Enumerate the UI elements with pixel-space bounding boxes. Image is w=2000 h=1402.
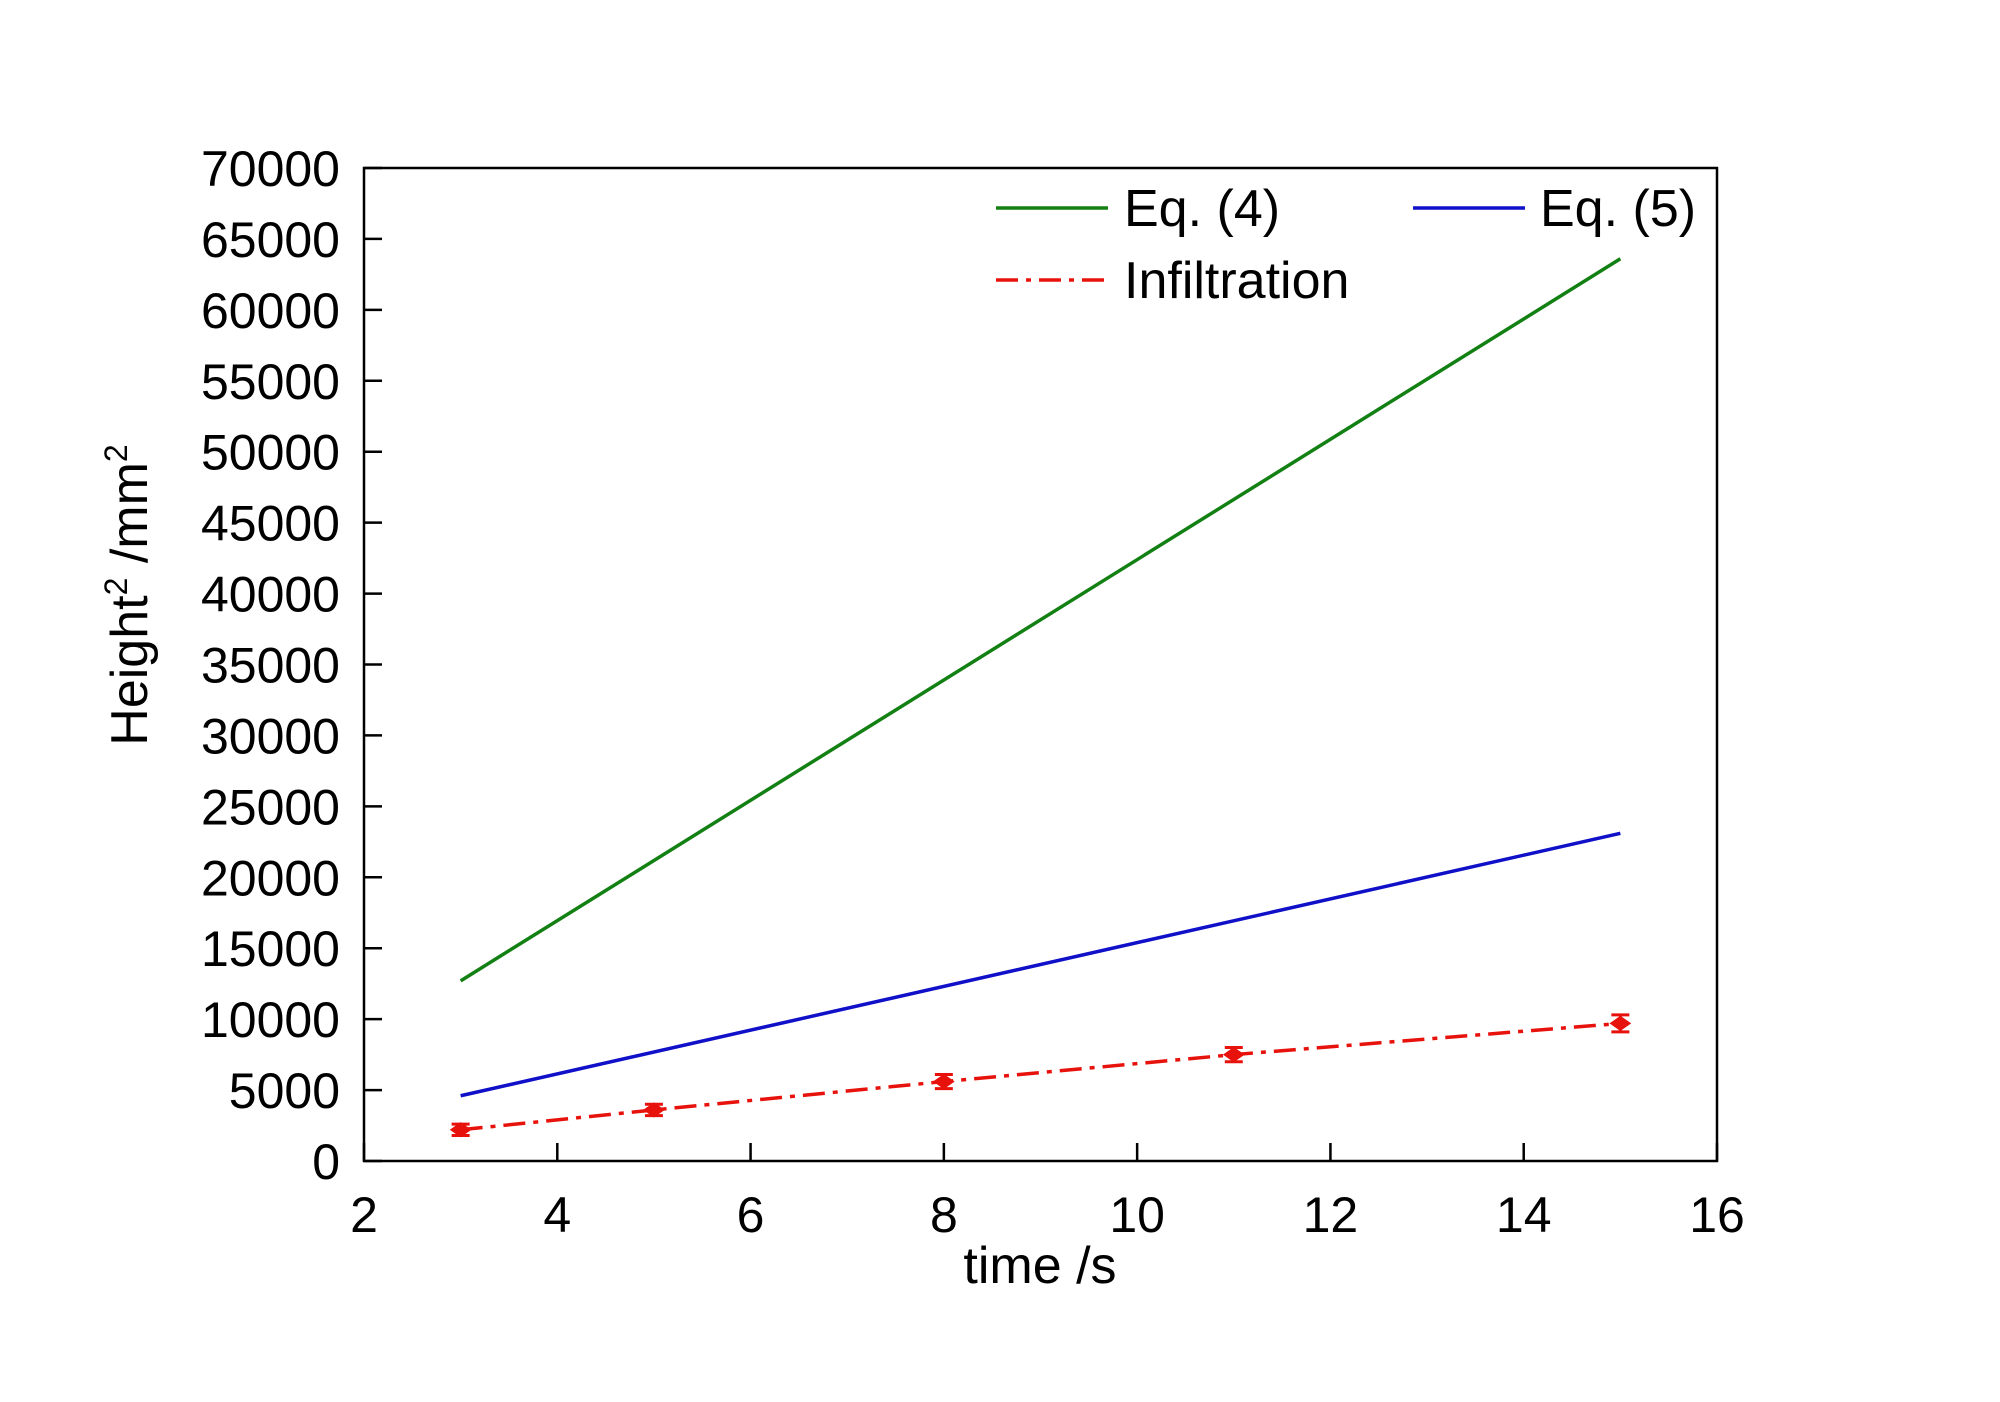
legend-label-eq5: Eq. (5)	[1540, 180, 1696, 238]
plot-frame	[362, 166, 1719, 1163]
y-tick-label: 35000	[201, 638, 340, 694]
x-tick-label: 6	[737, 1187, 765, 1243]
x-tick-label: 4	[543, 1187, 571, 1243]
y-tick-label: 30000	[201, 708, 340, 764]
y-tick-label: 5000	[229, 1063, 340, 1119]
y-axis-title: Height2 /mm2	[98, 444, 159, 745]
data-point	[1609, 1015, 1632, 1032]
x-axis: 2 4 6 8 10 12 14 16	[350, 1143, 1745, 1243]
legend: Eq. (4) Eq. (5) Infiltration	[996, 180, 1696, 310]
y-tick-label: 20000	[201, 850, 340, 906]
x-axis-title: time /s	[963, 1237, 1116, 1295]
y-tick-label: 45000	[201, 496, 340, 552]
y-tick-label: 65000	[201, 212, 340, 268]
series-line-0	[459, 257, 1622, 983]
y-tick-label: 15000	[201, 921, 340, 977]
data-point	[643, 1102, 665, 1118]
y-tick-label: 70000	[201, 141, 340, 197]
y-tick-label: 40000	[201, 567, 340, 623]
data-point	[449, 1122, 472, 1138]
x-tick-label: 10	[1109, 1187, 1165, 1243]
y-tick-label: 0	[312, 1134, 340, 1190]
series-line-2	[460, 1021, 1621, 1132]
y-tick-label: 50000	[201, 425, 340, 481]
series-layer	[449, 257, 1632, 1138]
legend-label-eq4: Eq. (4)	[1124, 180, 1280, 238]
x-tick-label: 12	[1303, 1187, 1359, 1243]
y-axis: 0 5000 10000 15000 20000 25000 30000 35000 40000…	[201, 141, 382, 1190]
data-point	[1222, 1046, 1245, 1063]
data-point	[932, 1073, 955, 1090]
y-tick-label: 25000	[201, 779, 340, 835]
x-tick-label: 14	[1496, 1187, 1552, 1243]
x-tick-label: 16	[1689, 1187, 1745, 1243]
y-tick-label: 60000	[201, 283, 340, 339]
y-tick-label: 55000	[201, 354, 340, 410]
legend-label-infiltration: Infiltration	[1124, 252, 1349, 310]
series-line-1	[460, 831, 1621, 1098]
y-tick-label: 10000	[201, 992, 340, 1048]
x-tick-label: 2	[350, 1187, 378, 1243]
x-tick-label: 8	[930, 1187, 958, 1243]
